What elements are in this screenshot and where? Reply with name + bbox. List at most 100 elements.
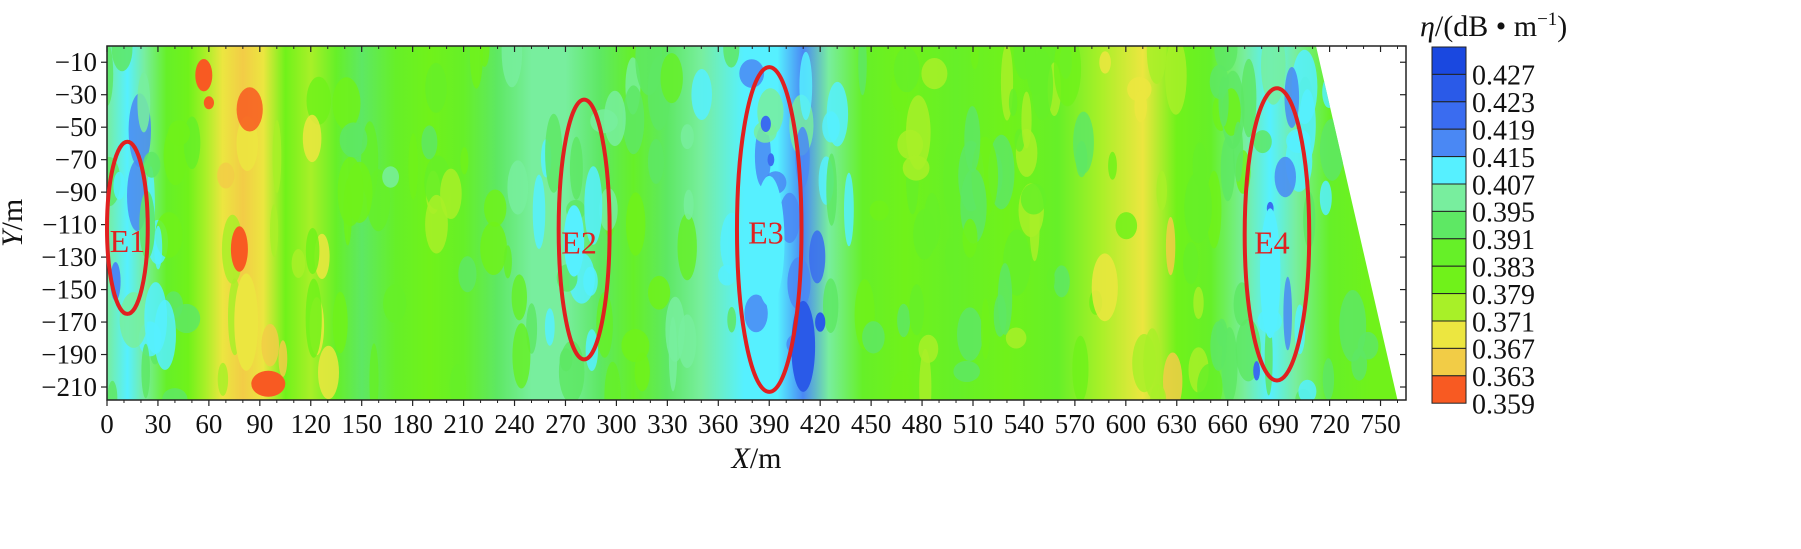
field-patch <box>648 275 671 310</box>
field-patch <box>1014 128 1025 152</box>
colorbar-cell <box>1431 101 1467 130</box>
field-patch <box>1127 77 1152 102</box>
y-tick-label: −10 <box>55 47 97 77</box>
colorbar-label: 0.419 <box>1472 116 1535 147</box>
field-patch <box>584 166 603 245</box>
field-patch <box>1339 290 1367 362</box>
field-patch <box>981 298 990 360</box>
field-patches <box>107 46 1398 400</box>
field-patch <box>858 46 867 96</box>
field-patch <box>1358 183 1373 217</box>
field-patch <box>1298 379 1317 400</box>
field-patch <box>635 46 663 96</box>
field-patch <box>897 303 911 338</box>
field-patch <box>919 348 932 400</box>
field-patch <box>141 343 150 399</box>
field-patch <box>503 245 512 279</box>
field-patch <box>823 278 839 334</box>
colorbar-label: 0.367 <box>1472 335 1535 366</box>
x-axis: 0 30 60 90 120 150 180 210 240 270 300 330 360 390 420… <box>100 46 1401 439</box>
field-patch <box>744 294 768 333</box>
field-patch <box>1322 76 1336 108</box>
x-tick-label: 540 <box>1004 409 1045 439</box>
field-patch <box>270 204 279 257</box>
field-patch <box>1163 352 1183 400</box>
x-tick-label: 480 <box>902 409 943 439</box>
x-tick-label: 600 <box>1106 409 1147 439</box>
x-tick-label: 30 <box>144 409 171 439</box>
field-patch <box>460 147 469 175</box>
x-tick-label: 150 <box>341 409 382 439</box>
field-patch <box>484 189 507 227</box>
x-tick-label: 750 <box>1360 409 1401 439</box>
field-patch <box>596 292 613 358</box>
field-patch <box>1013 46 1036 80</box>
x-tick-label: 660 <box>1207 409 1248 439</box>
colorbar-label: 0.423 <box>1472 88 1535 119</box>
x-tick-label: 90 <box>246 409 273 439</box>
anomaly-label: E4 <box>1254 224 1290 260</box>
x-tick-label: 630 <box>1157 409 1198 439</box>
field-patch <box>923 192 941 251</box>
field-patch <box>272 120 282 193</box>
field-feature <box>234 273 259 371</box>
field-patch <box>727 306 737 333</box>
y-tick-label: −130 <box>41 242 97 272</box>
field-feature <box>203 96 214 110</box>
x-tick-label: 690 <box>1258 409 1299 439</box>
anomaly-ellipse <box>556 97 612 362</box>
field-patch <box>648 139 664 184</box>
x-tick-label: 390 <box>749 409 790 439</box>
field-patch <box>826 153 837 226</box>
field-patch <box>634 352 650 392</box>
y-tick-label: −50 <box>55 112 97 142</box>
field-patch <box>1253 130 1272 154</box>
field-patch <box>964 106 981 173</box>
field-patch <box>668 316 678 392</box>
colorbar-cell <box>1431 156 1467 185</box>
field-patch <box>408 133 419 200</box>
field-patch <box>869 200 889 221</box>
field-patch <box>382 166 399 188</box>
field-patch <box>507 160 529 215</box>
field-patch <box>1241 58 1257 138</box>
x-tick-label: 210 <box>443 409 484 439</box>
field-patch <box>680 124 694 150</box>
field-patch <box>1344 52 1363 108</box>
field-patch <box>1197 363 1223 400</box>
field-patch <box>469 46 483 89</box>
field-patch <box>1214 46 1238 72</box>
field-patch <box>953 360 980 382</box>
field-patch <box>544 308 555 346</box>
x-tick-label: 360 <box>698 409 739 439</box>
field-patch <box>532 174 546 249</box>
field-patch <box>236 87 263 132</box>
field-patch <box>1108 151 1117 180</box>
field-patch <box>1334 46 1345 80</box>
field-patch <box>893 47 920 93</box>
field-patch <box>302 114 322 163</box>
field-patch <box>677 213 697 281</box>
field-patch <box>921 58 948 90</box>
field-patch <box>261 323 280 367</box>
field-patch <box>1073 111 1094 174</box>
field-patch <box>1206 170 1222 249</box>
y-axis: −10−30−50−70−90−110−130−150−170−190−210 <box>41 47 1406 402</box>
field-patch <box>217 362 229 396</box>
field-patch <box>1319 118 1345 181</box>
field-patch <box>1319 180 1332 216</box>
field-feature <box>753 175 785 306</box>
field-patch <box>143 151 161 178</box>
field-patch <box>107 380 118 400</box>
field-patch <box>154 225 163 270</box>
colorbar-label: 0.371 <box>1472 307 1535 338</box>
field-patch <box>809 230 826 284</box>
field-patch <box>757 88 784 136</box>
field-patch <box>622 85 645 155</box>
field-patch <box>844 172 854 247</box>
colorbar-label: 0.427 <box>1472 61 1535 92</box>
field-feature <box>815 312 826 332</box>
x-tick-label: 0 <box>100 409 114 439</box>
field-patch <box>1274 156 1297 198</box>
